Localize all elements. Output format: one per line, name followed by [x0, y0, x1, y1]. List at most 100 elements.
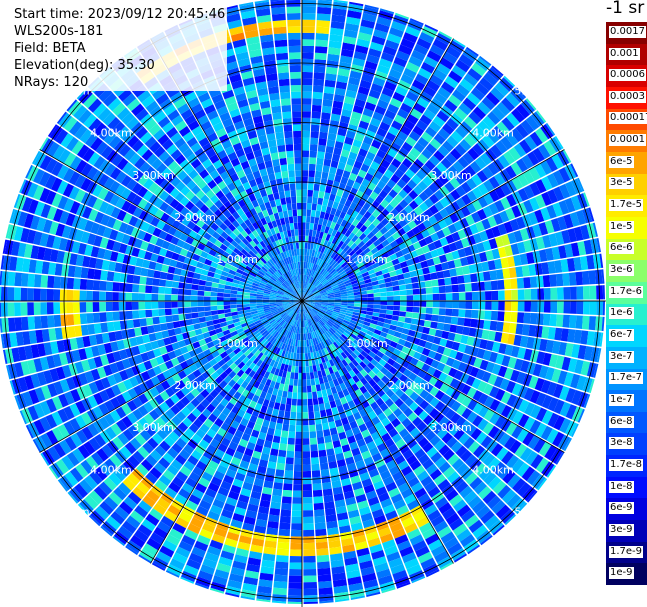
data-cell — [176, 411, 187, 422]
data-cell — [357, 86, 370, 96]
data-cell — [190, 195, 200, 205]
data-cell — [37, 343, 46, 357]
data-cell — [404, 387, 414, 397]
data-cell — [344, 229, 352, 238]
data-cell — [321, 369, 327, 377]
data-cell — [138, 417, 150, 429]
data-cell — [489, 412, 501, 425]
data-cell — [340, 323, 348, 330]
data-cell — [545, 122, 556, 136]
data-cell — [168, 481, 181, 494]
data-cell — [413, 294, 420, 301]
data-cell — [191, 433, 202, 444]
data-cell — [582, 315, 590, 330]
data-cell — [309, 345, 313, 353]
data-cell — [320, 341, 326, 349]
data-cell — [451, 65, 467, 78]
data-cell — [279, 515, 291, 524]
data-cell — [346, 83, 359, 93]
data-cell — [336, 217, 344, 225]
data-cell — [202, 245, 211, 254]
data-cell — [238, 535, 252, 545]
data-cell — [260, 452, 270, 461]
data-cell — [328, 302, 335, 305]
data-cell — [292, 291, 298, 297]
data-cell — [491, 290, 499, 300]
data-cell — [225, 281, 233, 286]
data-cell — [37, 246, 46, 260]
data-cell — [92, 291, 100, 301]
data-cell — [74, 266, 82, 278]
data-cell — [569, 315, 577, 329]
data-cell — [169, 187, 180, 198]
data-cell — [84, 347, 94, 359]
data-cell — [62, 168, 75, 183]
data-cell — [316, 314, 322, 320]
data-cell — [277, 456, 286, 464]
data-cell — [282, 296, 290, 299]
data-cell — [305, 320, 308, 327]
data-cell — [391, 280, 399, 287]
data-cell — [197, 570, 213, 582]
data-cell — [415, 360, 425, 370]
data-cell — [250, 290, 258, 294]
data-cell — [396, 505, 409, 516]
data-cell — [436, 247, 445, 256]
data-cell — [296, 353, 300, 360]
data-cell — [403, 253, 412, 261]
data-cell — [257, 309, 265, 313]
data-cell — [317, 237, 322, 245]
data-cell — [491, 500, 506, 514]
data-cell — [167, 266, 176, 274]
data-cell — [248, 370, 256, 378]
data-cell — [327, 294, 335, 297]
data-cell — [254, 525, 267, 534]
data-cell — [423, 85, 437, 98]
data-cell — [53, 289, 61, 301]
data-cell — [227, 243, 236, 251]
data-cell — [246, 253, 254, 260]
data-cell — [412, 306, 420, 313]
data-cell — [14, 395, 21, 410]
data-cell — [460, 335, 469, 345]
data-cell — [272, 408, 279, 417]
data-cell — [203, 449, 214, 460]
data-cell — [131, 468, 145, 481]
data-cell — [583, 239, 593, 255]
data-cell — [82, 148, 95, 162]
data-cell — [538, 222, 549, 236]
data-cell — [466, 92, 481, 106]
data-cell — [423, 414, 434, 426]
data-cell — [367, 301, 374, 305]
data-cell — [142, 495, 156, 508]
data-cell — [146, 537, 162, 551]
data-cell — [281, 496, 292, 504]
data-cell — [260, 338, 267, 345]
data-cell — [552, 202, 563, 217]
data-cell — [167, 464, 179, 476]
data-cell — [167, 243, 177, 252]
data-cell — [219, 389, 228, 398]
data-cell — [315, 272, 320, 279]
data-cell — [139, 161, 151, 174]
data-cell — [577, 241, 587, 256]
data-cell — [289, 296, 296, 299]
data-cell — [445, 293, 453, 301]
data-cell — [370, 235, 378, 243]
data-cell — [263, 291, 271, 295]
data-cell — [341, 537, 354, 547]
data-cell — [401, 266, 410, 274]
data-cell — [284, 350, 289, 358]
data-cell — [175, 390, 185, 400]
data-cell — [39, 187, 51, 203]
data-cell — [449, 324, 458, 333]
data-cell — [438, 285, 446, 294]
data-cell — [296, 307, 300, 314]
data-cell — [318, 231, 324, 239]
data-cell — [477, 101, 491, 115]
data-cell — [259, 282, 266, 287]
data-cell — [345, 394, 353, 403]
data-cell — [64, 471, 79, 487]
data-cell — [100, 354, 109, 366]
data-cell — [160, 515, 175, 528]
